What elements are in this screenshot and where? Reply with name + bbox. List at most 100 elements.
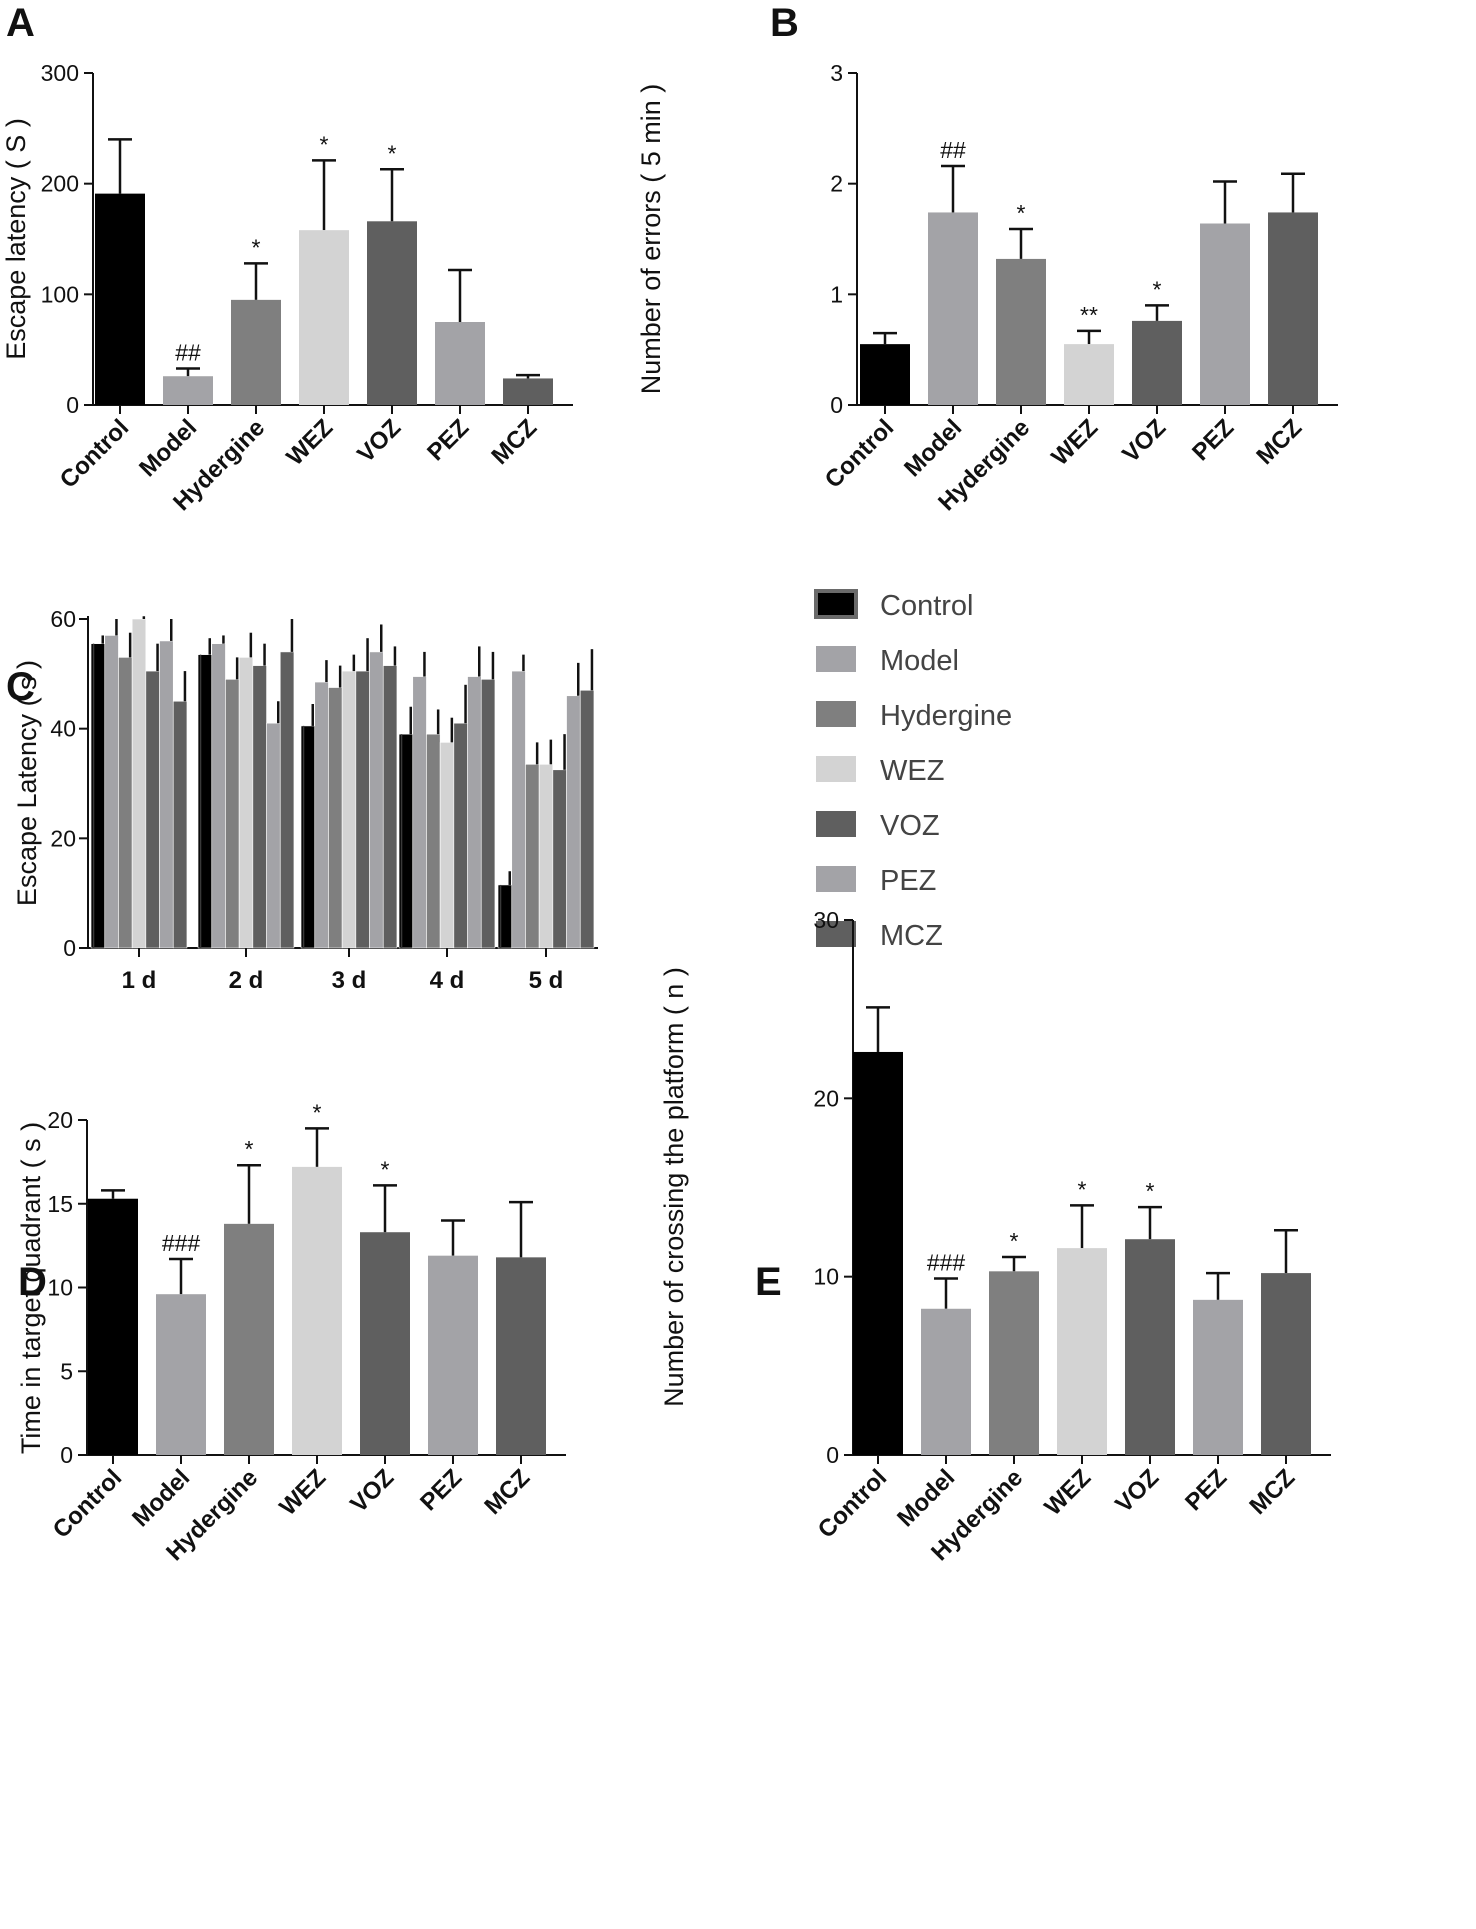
panel-a-category-label: VOZ (352, 414, 406, 468)
panel-a-bar-voz (367, 221, 417, 405)
legend-label-hydergine: Hydergine (880, 700, 1012, 732)
panel-d-y-tick-label: 0 (60, 1442, 73, 1468)
panel-a-y-axis-label: Escape latency ( S ) (1, 118, 31, 360)
panel-c-bar-pez (369, 651, 384, 949)
panel-c-bar-mcz (172, 700, 188, 949)
panel-d-significance-label: * (381, 1156, 390, 1182)
panel-b-bar-mcz (1268, 212, 1318, 405)
panel-d-bar-voz (360, 1232, 410, 1455)
panel-e-y-tick-label: 30 (813, 907, 839, 933)
panel-c-letter: C (6, 665, 35, 709)
panel-b-y-tick-label: 3 (830, 60, 843, 86)
panel-a-bar-model (163, 376, 213, 405)
panel-e-significance-label: * (1010, 1228, 1019, 1254)
panel-b-bar-pez (1200, 223, 1250, 405)
panel-d-bar-hydergine (224, 1223, 274, 1455)
legend-label-wez: WEZ (880, 755, 944, 787)
panel-d-y-tick-label: 5 (60, 1358, 73, 1384)
legend-swatch-voz (816, 811, 856, 837)
panel-c-bar-model (211, 643, 226, 949)
panel-d-category-label: MCZ (479, 1464, 535, 1520)
panel-a-category-label: Control (55, 414, 134, 493)
panel-c-bar-hydergine (328, 687, 343, 949)
panel-b-category-label: VOZ (1117, 414, 1171, 468)
panel-d-bar-pez (428, 1255, 478, 1455)
panel-e-bar-model (921, 1308, 971, 1455)
panel-d-category-label: Control (48, 1464, 127, 1543)
panel-d-category-label: WEZ (274, 1464, 331, 1521)
panel-c-category-label: 3 d (332, 967, 367, 994)
panel-b-category-label: MCZ (1251, 414, 1307, 470)
panel-a-significance-label: ## (175, 339, 201, 365)
panel-e-category-label: WEZ (1039, 1464, 1096, 1521)
panel-d-category-label: PEZ (415, 1464, 467, 1516)
panel-e-bar-wez (1057, 1248, 1107, 1455)
legend-swatch-mcz (816, 921, 856, 947)
panel-d-significance-label: * (313, 1099, 322, 1125)
panel-c-category-label: 5 d (529, 967, 564, 994)
panel-c-bar-wez (131, 618, 147, 949)
panel-a-significance-label: * (320, 131, 329, 157)
legend-label-voz: VOZ (880, 810, 940, 842)
panel-c-bar-pez (159, 640, 174, 949)
legend-swatch-hydergine (816, 701, 856, 727)
panel-e-y-tick-label: 10 (813, 1264, 839, 1290)
panel-b-category-label: Control (820, 414, 899, 493)
panel-c-y-tick-label: 20 (50, 825, 76, 851)
panel-c-bar-mcz (579, 689, 595, 949)
panel-b-y-axis-label: Number of errors ( 5 min ) (636, 84, 666, 395)
legend-label-mcz: MCZ (880, 920, 943, 952)
panel-c-bar-model (314, 681, 329, 949)
panel-e-bar-hydergine (989, 1271, 1039, 1455)
panel-c-bar-voz (453, 722, 468, 949)
panel-c-bar-voz (552, 769, 567, 949)
panel-b-category-label: PEZ (1187, 414, 1239, 466)
panel-d-bar-model (156, 1294, 206, 1455)
legend-swatch-model (816, 646, 856, 672)
panel-b-significance-label: ## (940, 137, 966, 163)
panel-e-category-label: MCZ (1244, 1464, 1300, 1520)
panel-a-bar-pez (435, 322, 485, 405)
panel-a-y-tick-label: 200 (41, 171, 79, 197)
panel-b: B 0 1 2 3 Number of errors ( 5 min ) Control M… (636, 1, 1338, 516)
legend-label-pez: PEZ (880, 865, 936, 897)
panel-e-significance-label: ### (927, 1249, 966, 1275)
panel-c-bar-voz (252, 665, 267, 949)
panel-d-bar-wez (292, 1166, 342, 1455)
panel-e-letter: E (755, 1260, 782, 1304)
panel-e-significance-label: * (1078, 1176, 1087, 1202)
panel-d-bar-mcz (496, 1257, 546, 1455)
panel-c-bar-hydergine (426, 733, 441, 949)
panel-c-bar-model (511, 670, 526, 949)
panel-c-bar-hydergine (118, 657, 133, 949)
panel-e-y-tick-label: 0 (826, 1442, 839, 1468)
panel-a-letter: A (6, 1, 35, 45)
panel-a-significance-label: * (252, 234, 261, 260)
panel-e: E 0 10 20 30 Number of crossing the platform… (659, 907, 1331, 1566)
panel-a-y-tick-label: 100 (41, 281, 79, 307)
panel-d-y-tick-label: 15 (47, 1191, 73, 1217)
panel-a-y-tick-label: 0 (66, 392, 79, 418)
panel-c-bar-model (412, 676, 427, 949)
legend-swatch-pez (816, 866, 856, 892)
legend-swatch-wez (816, 756, 856, 782)
panel-b-y-tick-label: 0 (830, 392, 843, 418)
panel-c-bar-model (104, 635, 119, 949)
panel-c-y-tick-label: 40 (50, 716, 76, 742)
panel-d-y-tick-label: 20 (47, 1107, 73, 1133)
panel-b-bar-wez (1064, 344, 1114, 405)
panel-c-category-label: 1 d (122, 967, 157, 994)
panel-c-bar-voz (145, 670, 160, 949)
panel-c-bar-pez (566, 695, 581, 949)
panel-e-category-label: PEZ (1180, 1464, 1232, 1516)
panel-e-y-axis-label: Number of crossing the platform ( n ) (659, 967, 689, 1407)
panel-a-bar-hydergine (231, 299, 281, 405)
panel-c-bar-pez (266, 722, 281, 949)
panel-d-bar-control (88, 1198, 138, 1455)
panel-a-category-label: MCZ (486, 414, 542, 470)
panel-e-category-label: Control (813, 1464, 892, 1543)
panel-a: A 0 100 200 300 Escape latency ( S ) Control M… (1, 1, 573, 516)
panel-d-significance-label: * (245, 1136, 254, 1162)
panel-e-bar-pez (1193, 1299, 1243, 1455)
